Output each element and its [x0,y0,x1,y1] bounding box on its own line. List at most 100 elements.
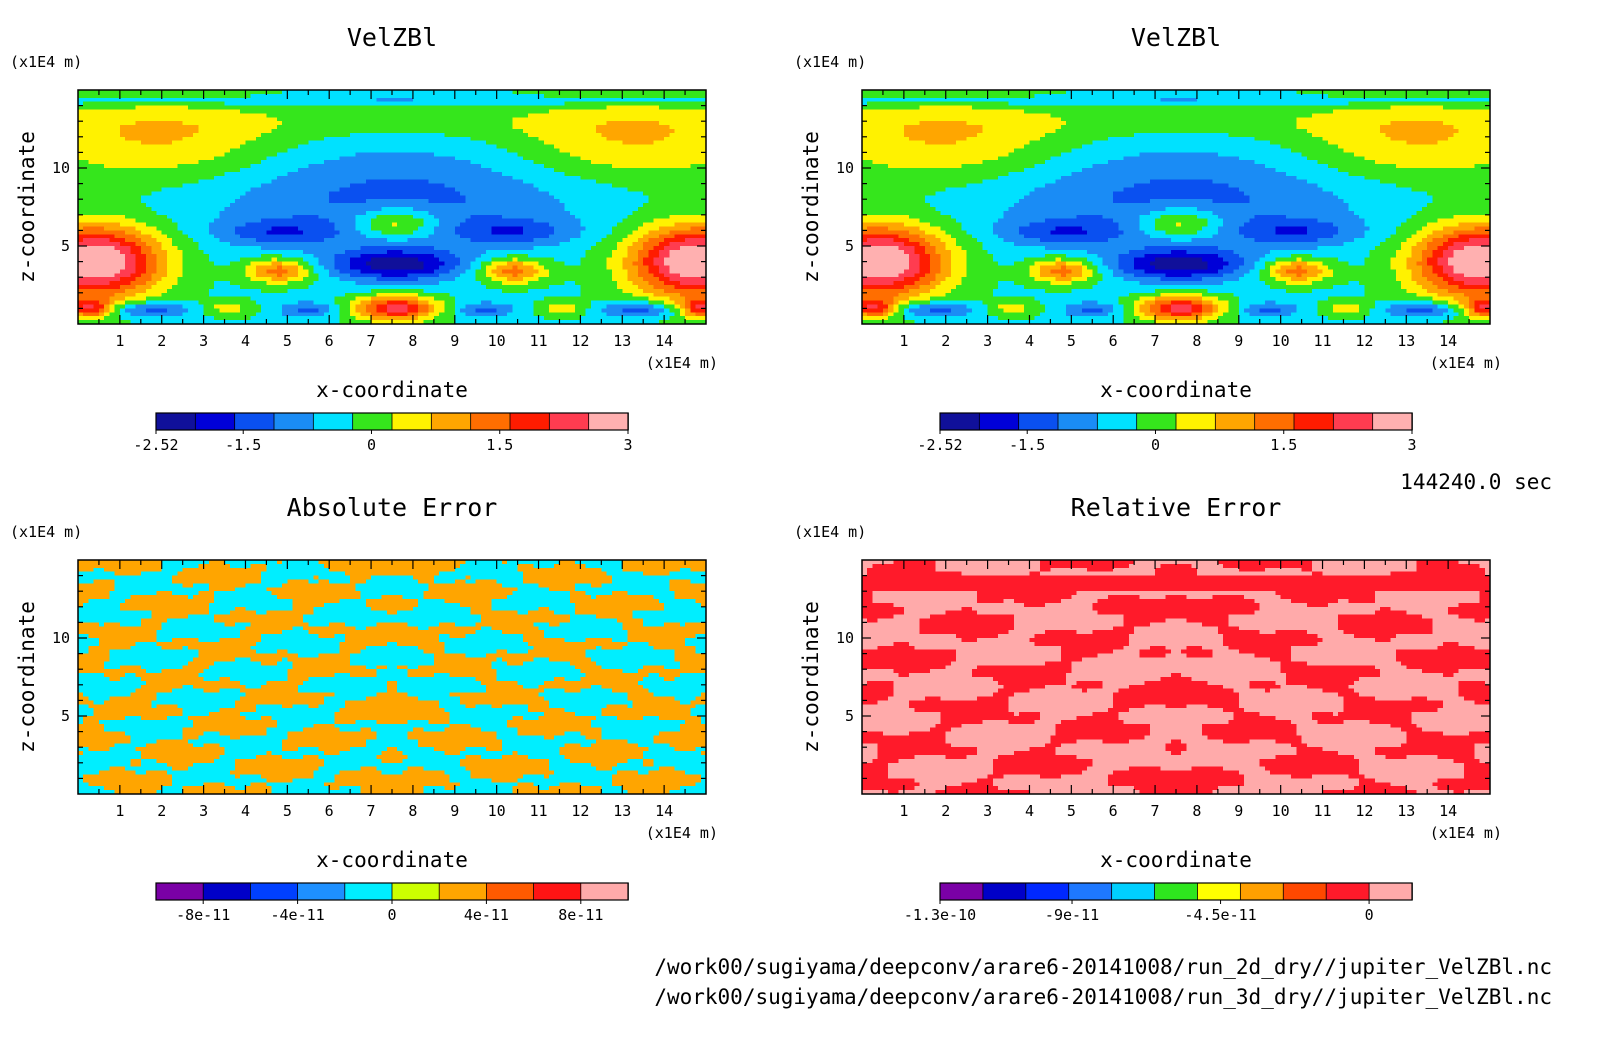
heatmap-cell [151,242,157,247]
heatmap-cell [115,133,121,138]
heatmap-cell [450,211,456,216]
heatmap-cell [408,199,414,204]
heatmap-cell [204,106,210,111]
heatmap-cell [539,223,545,228]
heatmap-cell [219,176,225,181]
heatmap-cell [177,246,183,251]
heatmap-cell [444,102,450,107]
heatmap-cell [586,113,592,118]
heatmap-cell [549,110,555,115]
heatmap-cell [230,129,236,134]
heatmap-cell [88,145,94,150]
heatmap-cell [638,184,644,189]
heatmap-cell [481,168,487,173]
heatmap-cell [455,160,461,165]
heatmap-cell [607,234,613,239]
heatmap-cell [622,94,628,99]
heatmap-cell [486,133,492,138]
heatmap-cell [559,133,565,138]
heatmap-cell [293,117,299,122]
heatmap-cell [172,160,178,165]
heatmap-cell [392,129,398,134]
heatmap-cell [308,223,314,228]
heatmap-cell [308,145,314,150]
heatmap-cell [99,203,105,208]
heatmap-cell [690,227,696,232]
heatmap-cell [664,110,670,115]
heatmap-cell [601,106,607,111]
heatmap-cell [664,227,670,232]
heatmap-cell [518,145,524,150]
heatmap-cell [460,113,466,118]
heatmap-cell [570,137,576,142]
heatmap-cell [491,242,497,247]
heatmap-cell [397,156,403,161]
heatmap-cell [570,168,576,173]
heatmap-cell [528,203,534,208]
heatmap-cell [172,203,178,208]
heatmap-cell [539,137,545,142]
heatmap-cell [146,195,152,200]
heatmap-cell [434,121,440,126]
heatmap-cell [355,180,361,185]
heatmap-cell [376,246,382,251]
heatmap-cell [512,164,518,169]
heatmap-cell [408,133,414,138]
heatmap-cell [157,106,163,111]
heatmap-cell [172,164,178,169]
heatmap-cell [188,250,194,255]
heatmap-cell [214,172,220,177]
heatmap-cell [669,199,675,204]
heatmap-cell [204,211,210,216]
heatmap-cell [423,152,429,157]
heatmap-cell [392,152,398,157]
heatmap-cell [361,195,367,200]
heatmap-cell [439,188,445,193]
heatmap-cell [423,164,429,169]
heatmap-cell [643,121,649,126]
heatmap-cell [308,149,314,154]
heatmap-cell [512,242,518,247]
heatmap-cell [518,113,524,118]
heatmap-cell [245,156,251,161]
heatmap-cell [402,110,408,115]
heatmap-cell [654,110,660,115]
heatmap-cell [350,230,356,235]
heatmap-cell [193,141,199,146]
heatmap-cell [476,246,482,251]
heatmap-cell [361,129,367,134]
heatmap-cell [628,195,634,200]
heatmap-cell [245,98,251,103]
heatmap-cell [104,129,110,134]
heatmap-cell [533,195,539,200]
heatmap-cell [376,98,382,103]
heatmap-cell [198,191,204,196]
heatmap-cell [418,234,424,239]
heatmap-cell [350,164,356,169]
heatmap-cell [622,234,628,239]
heatmap-cell [298,184,304,189]
heatmap-cell [345,164,351,169]
heatmap-cell [502,211,508,216]
heatmap-cell [130,168,136,173]
heatmap-cell [324,110,330,115]
heatmap-cell [256,227,262,232]
heatmap-cell [240,188,246,193]
heatmap-cell [528,137,534,142]
heatmap-cell [240,242,246,247]
heatmap-cell [109,164,115,169]
heatmap-cell [251,117,257,122]
heatmap-cell [664,180,670,185]
heatmap-cell [151,98,157,103]
heatmap-cell [266,242,272,247]
heatmap-cell [256,125,262,130]
heatmap-cell [481,227,487,232]
heatmap-cell [544,234,550,239]
heatmap-cell [659,188,665,193]
heatmap-cell [533,172,539,177]
heatmap-cell [146,203,152,208]
heatmap-cell [439,98,445,103]
heatmap-cell [198,250,204,255]
heatmap-cell [225,176,231,181]
